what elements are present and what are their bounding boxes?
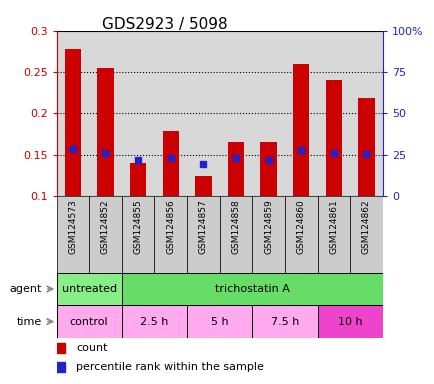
Bar — [56, 273, 122, 305]
Bar — [293, 64, 309, 196]
Bar — [154, 196, 187, 273]
Bar — [97, 68, 113, 196]
Text: trichostatin A: trichostatin A — [214, 284, 289, 294]
Bar — [154, 31, 187, 196]
Text: agent: agent — [10, 284, 42, 294]
Bar — [187, 305, 252, 338]
Text: GSM124862: GSM124862 — [361, 200, 370, 254]
Bar — [260, 142, 276, 196]
Bar — [358, 98, 374, 196]
Text: untreated: untreated — [62, 284, 116, 294]
Bar — [162, 131, 178, 196]
Bar — [122, 31, 154, 196]
Text: GSM124855: GSM124855 — [133, 200, 142, 255]
Bar — [130, 163, 146, 196]
Bar — [317, 196, 349, 273]
Bar — [284, 31, 317, 196]
Text: 7.5 h: 7.5 h — [270, 316, 299, 327]
Bar — [122, 273, 382, 305]
Bar — [122, 196, 154, 273]
Text: GSM124861: GSM124861 — [329, 200, 338, 255]
Bar — [252, 305, 317, 338]
Bar — [56, 31, 89, 196]
Bar — [252, 31, 284, 196]
Text: GSM124860: GSM124860 — [296, 200, 305, 255]
Bar — [187, 196, 219, 273]
Text: GDS2923 / 5098: GDS2923 / 5098 — [102, 17, 227, 32]
Bar — [89, 31, 122, 196]
Bar — [187, 31, 219, 196]
Text: 10 h: 10 h — [337, 316, 362, 327]
Bar — [219, 196, 252, 273]
Bar — [349, 31, 382, 196]
Bar — [317, 31, 349, 196]
Text: percentile rank within the sample: percentile rank within the sample — [76, 362, 263, 372]
Bar — [65, 49, 81, 196]
Text: GSM124852: GSM124852 — [101, 200, 110, 254]
Bar — [227, 142, 243, 196]
Text: 5 h: 5 h — [210, 316, 228, 327]
Text: 2.5 h: 2.5 h — [140, 316, 168, 327]
Bar — [349, 196, 382, 273]
Bar — [56, 196, 89, 273]
Bar — [195, 176, 211, 196]
Bar — [284, 196, 317, 273]
Bar — [122, 305, 187, 338]
Text: count: count — [76, 343, 107, 353]
Text: control: control — [70, 316, 108, 327]
Bar — [317, 305, 382, 338]
Bar — [252, 196, 284, 273]
Bar — [325, 80, 341, 196]
Text: GSM124858: GSM124858 — [231, 200, 240, 255]
Text: GSM124856: GSM124856 — [166, 200, 175, 255]
Bar — [89, 196, 122, 273]
Bar — [56, 305, 122, 338]
Text: time: time — [16, 316, 42, 327]
Bar — [219, 31, 252, 196]
Text: GSM124859: GSM124859 — [263, 200, 273, 255]
Text: GSM124573: GSM124573 — [68, 200, 77, 255]
Text: GSM124857: GSM124857 — [198, 200, 207, 255]
